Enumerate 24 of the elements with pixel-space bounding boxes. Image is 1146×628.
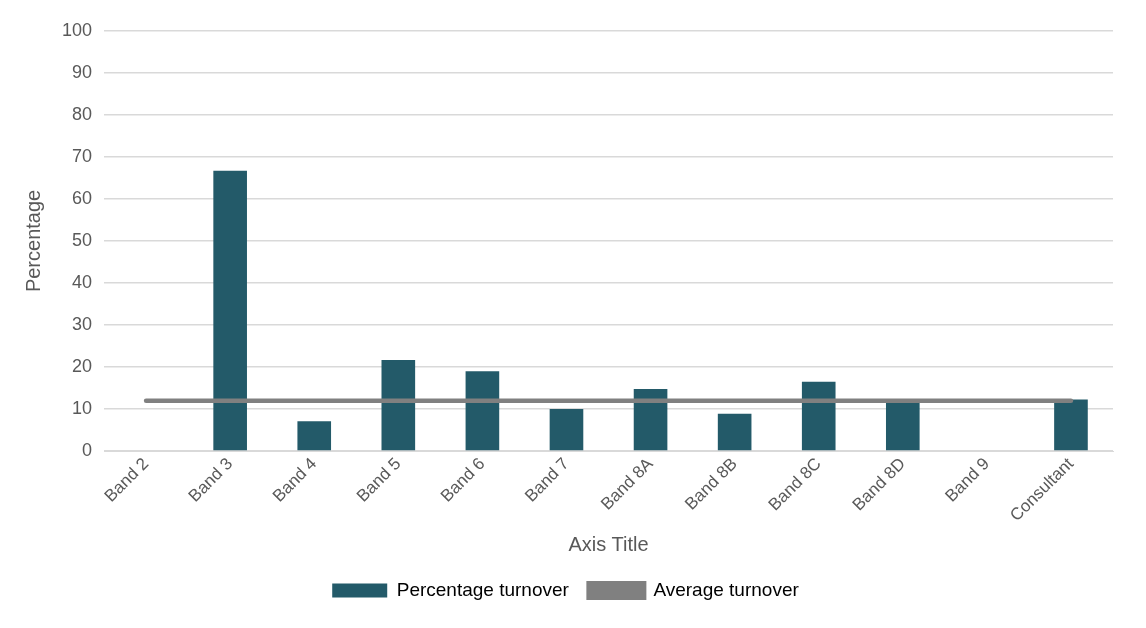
bar xyxy=(381,359,416,451)
bar xyxy=(549,409,584,451)
bar xyxy=(1054,399,1088,451)
bar xyxy=(465,371,500,451)
y-tick-label: 90 xyxy=(72,61,93,82)
bar xyxy=(297,421,332,451)
y-tick-label: 20 xyxy=(72,356,93,377)
legend-label: Percentage turnover xyxy=(396,578,570,600)
bar xyxy=(213,170,247,451)
y-tick-label: 80 xyxy=(72,103,93,124)
y-axis-title: Percentage xyxy=(21,189,44,293)
x-axis-title: Axis Title xyxy=(568,532,649,555)
y-tick-label: 30 xyxy=(72,313,93,334)
bar xyxy=(801,381,836,451)
legend-label: Average turnover xyxy=(653,578,800,600)
y-tick-label: 40 xyxy=(72,271,93,292)
bar xyxy=(885,400,920,451)
y-tick-label: 60 xyxy=(72,187,93,208)
y-tick-label: 70 xyxy=(72,145,93,166)
y-tick-label: 50 xyxy=(72,229,93,250)
y-tick-label: 10 xyxy=(72,398,93,419)
bar xyxy=(717,413,752,451)
y-tick-label: 100 xyxy=(61,19,93,40)
y-tick-label: 0 xyxy=(82,440,93,461)
